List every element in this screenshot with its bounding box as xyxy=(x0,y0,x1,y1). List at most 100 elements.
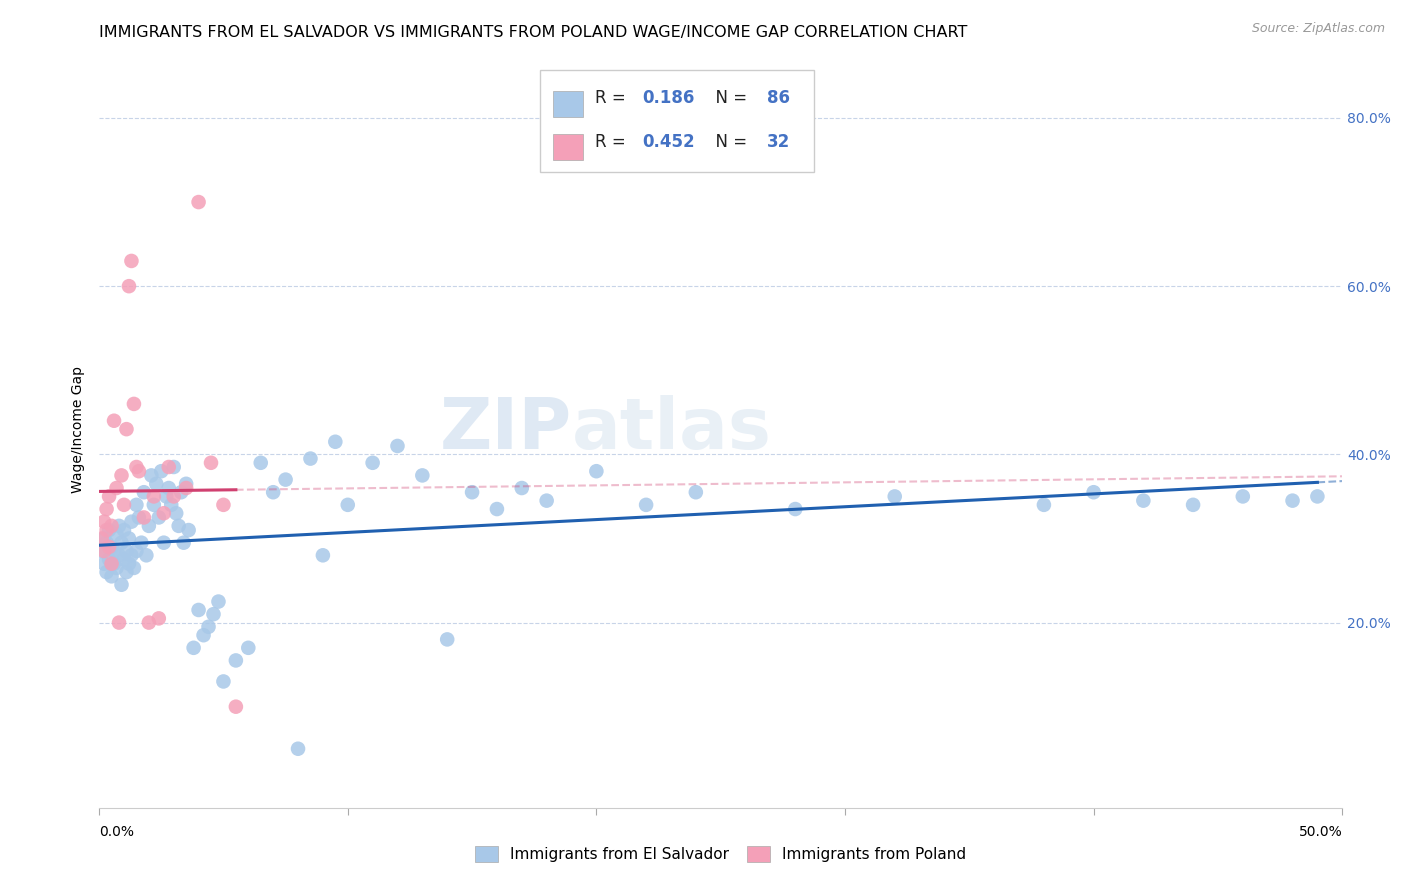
Point xyxy=(150,464,173,478)
Point xyxy=(212,498,235,512)
Point xyxy=(112,552,135,566)
Point xyxy=(155,490,177,504)
Point xyxy=(120,254,142,268)
Point xyxy=(131,535,153,549)
Point xyxy=(145,476,167,491)
Point xyxy=(108,549,131,563)
Point xyxy=(120,549,142,563)
Point xyxy=(122,397,145,411)
Point xyxy=(636,498,658,512)
Point xyxy=(165,506,187,520)
Point xyxy=(100,540,122,554)
Point xyxy=(174,481,197,495)
Point xyxy=(93,532,115,546)
Point xyxy=(112,498,135,512)
Point xyxy=(135,549,157,563)
Text: ZIP: ZIP xyxy=(439,394,571,464)
Point xyxy=(120,515,142,529)
Point xyxy=(299,451,322,466)
Text: N =: N = xyxy=(704,133,752,151)
Point xyxy=(138,519,160,533)
Point xyxy=(90,532,112,546)
Point xyxy=(1306,490,1329,504)
Point xyxy=(93,515,115,529)
Text: Source: ZipAtlas.com: Source: ZipAtlas.com xyxy=(1251,22,1385,36)
Point xyxy=(1083,485,1105,500)
Point xyxy=(212,674,235,689)
Point xyxy=(436,632,458,647)
Point xyxy=(238,640,260,655)
Y-axis label: Wage/Income Gap: Wage/Income Gap xyxy=(72,366,86,492)
Point xyxy=(1032,498,1054,512)
Point xyxy=(115,544,138,558)
Point xyxy=(202,607,225,622)
Point xyxy=(1182,498,1205,512)
Bar xyxy=(553,134,582,160)
Point xyxy=(110,578,132,592)
Point xyxy=(96,502,118,516)
Point xyxy=(96,523,118,537)
Point xyxy=(193,628,215,642)
Point xyxy=(785,502,807,516)
Point xyxy=(118,532,141,546)
Point xyxy=(142,498,165,512)
Point xyxy=(287,741,309,756)
Point xyxy=(173,535,195,549)
Text: IMMIGRANTS FROM EL SALVADOR VS IMMIGRANTS FROM POLAND WAGE/INCOME GAP CORRELATIO: IMMIGRANTS FROM EL SALVADOR VS IMMIGRANT… xyxy=(100,25,967,40)
Text: 32: 32 xyxy=(766,133,790,151)
Point xyxy=(160,498,183,512)
Point xyxy=(118,279,141,293)
Point xyxy=(274,473,297,487)
Legend: Immigrants from El Salvador, Immigrants from Poland: Immigrants from El Salvador, Immigrants … xyxy=(468,840,973,868)
Point xyxy=(132,485,155,500)
Text: 0.186: 0.186 xyxy=(643,89,695,107)
Text: R =: R = xyxy=(595,89,631,107)
Point xyxy=(1232,490,1254,504)
Point xyxy=(170,485,193,500)
Point xyxy=(152,535,174,549)
Point xyxy=(98,490,121,504)
Point xyxy=(174,476,197,491)
Point xyxy=(585,464,607,478)
Point xyxy=(103,544,125,558)
Point xyxy=(108,519,131,533)
Point xyxy=(125,498,148,512)
Point xyxy=(142,490,165,504)
Point xyxy=(336,498,359,512)
Text: N =: N = xyxy=(704,89,752,107)
Point xyxy=(536,493,558,508)
Point xyxy=(141,468,163,483)
Point xyxy=(125,544,148,558)
Point xyxy=(138,615,160,630)
Point xyxy=(177,523,200,537)
Point xyxy=(249,456,271,470)
Text: R =: R = xyxy=(595,133,631,151)
Point xyxy=(93,544,115,558)
Bar xyxy=(553,91,582,117)
Point xyxy=(387,439,409,453)
Point xyxy=(105,561,128,575)
Point xyxy=(128,464,150,478)
Point xyxy=(883,490,905,504)
FancyBboxPatch shape xyxy=(540,70,814,172)
Text: 50.0%: 50.0% xyxy=(1299,825,1343,839)
Point xyxy=(163,490,186,504)
Point xyxy=(110,535,132,549)
Point xyxy=(112,523,135,537)
Point xyxy=(187,603,209,617)
Point xyxy=(98,540,121,554)
Point xyxy=(157,481,180,495)
Point xyxy=(103,414,125,428)
Text: 0.0%: 0.0% xyxy=(100,825,134,839)
Point xyxy=(105,527,128,541)
Point xyxy=(128,510,150,524)
Point xyxy=(125,460,148,475)
Point xyxy=(90,544,112,558)
Point xyxy=(100,557,122,571)
Point xyxy=(361,456,384,470)
Point xyxy=(122,561,145,575)
Point xyxy=(148,611,170,625)
Point xyxy=(262,485,284,500)
Text: 86: 86 xyxy=(766,89,790,107)
Point xyxy=(100,569,122,583)
